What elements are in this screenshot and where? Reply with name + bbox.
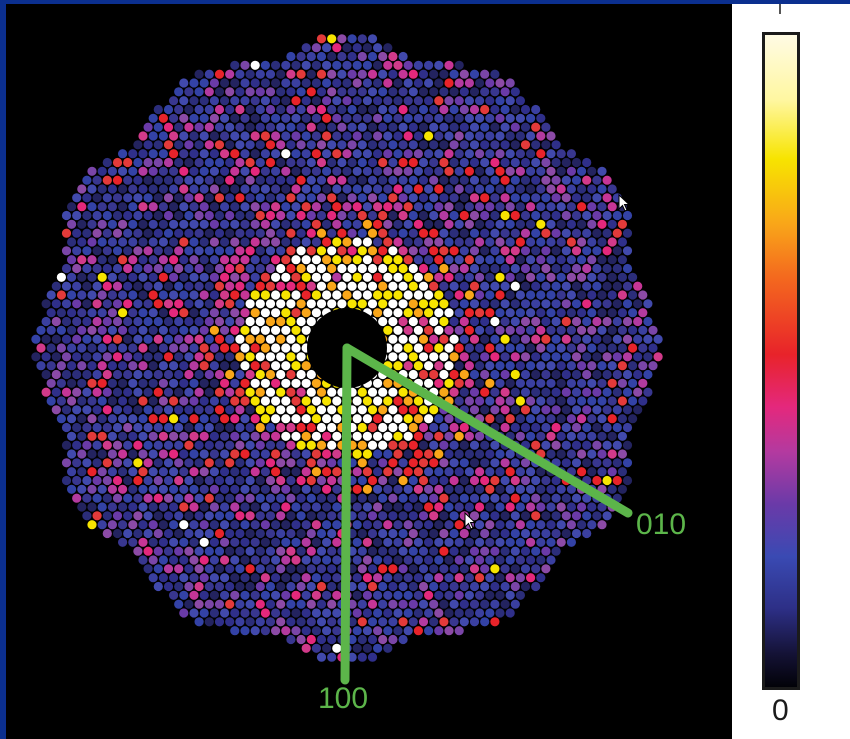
colorbar [762,32,800,690]
direction-line-010 [342,343,633,518]
direction-label-010: 010 [636,508,687,541]
cursor-arrow-icon [464,512,477,530]
direction-label-100: 100 [318,682,369,715]
direction-line-100 [340,343,352,685]
diffraction-pattern-image [31,34,663,685]
colorbar-top-tick [779,4,781,14]
diffraction-pattern-panel [6,4,732,739]
colorbar-min-label: 0 [772,694,789,727]
colorbar-panel: 0 [732,4,850,739]
cursor-arrow-icon [618,194,631,212]
direction-lines [340,343,633,685]
